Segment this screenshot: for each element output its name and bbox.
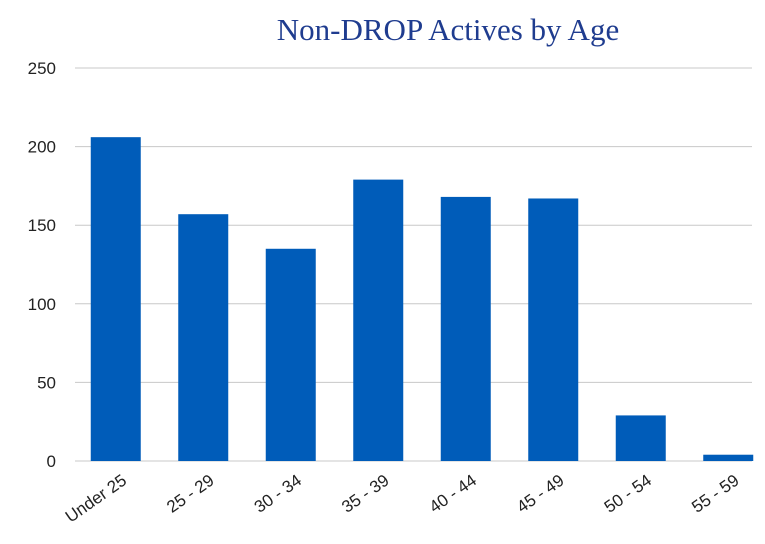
x-tick-label: 40 - 44 bbox=[426, 471, 480, 517]
x-tick-label: 30 - 34 bbox=[251, 471, 305, 517]
bar bbox=[353, 179, 404, 461]
x-tick-label: 25 - 29 bbox=[163, 471, 217, 517]
x-tick-label: 55 - 59 bbox=[688, 471, 742, 517]
y-tick-label: 0 bbox=[47, 452, 56, 471]
y-tick-label: 250 bbox=[28, 59, 56, 78]
y-tick-label: 150 bbox=[28, 216, 56, 235]
y-tick-label: 200 bbox=[28, 138, 56, 157]
chart-title: Non-DROP Actives by Age bbox=[277, 12, 619, 47]
bar bbox=[90, 137, 141, 461]
x-tick-label: 50 - 54 bbox=[601, 471, 655, 517]
x-tick-label: 45 - 49 bbox=[513, 471, 567, 517]
bar bbox=[615, 415, 666, 461]
bar bbox=[528, 198, 579, 461]
bar bbox=[440, 196, 491, 462]
x-tick-label: Under 25 bbox=[62, 471, 130, 527]
bar bbox=[265, 248, 316, 461]
bar bbox=[703, 454, 754, 461]
y-tick-label: 50 bbox=[37, 373, 56, 392]
bar bbox=[178, 214, 229, 461]
x-tick-label: 35 - 39 bbox=[338, 471, 392, 517]
y-tick-label: 100 bbox=[28, 295, 56, 314]
